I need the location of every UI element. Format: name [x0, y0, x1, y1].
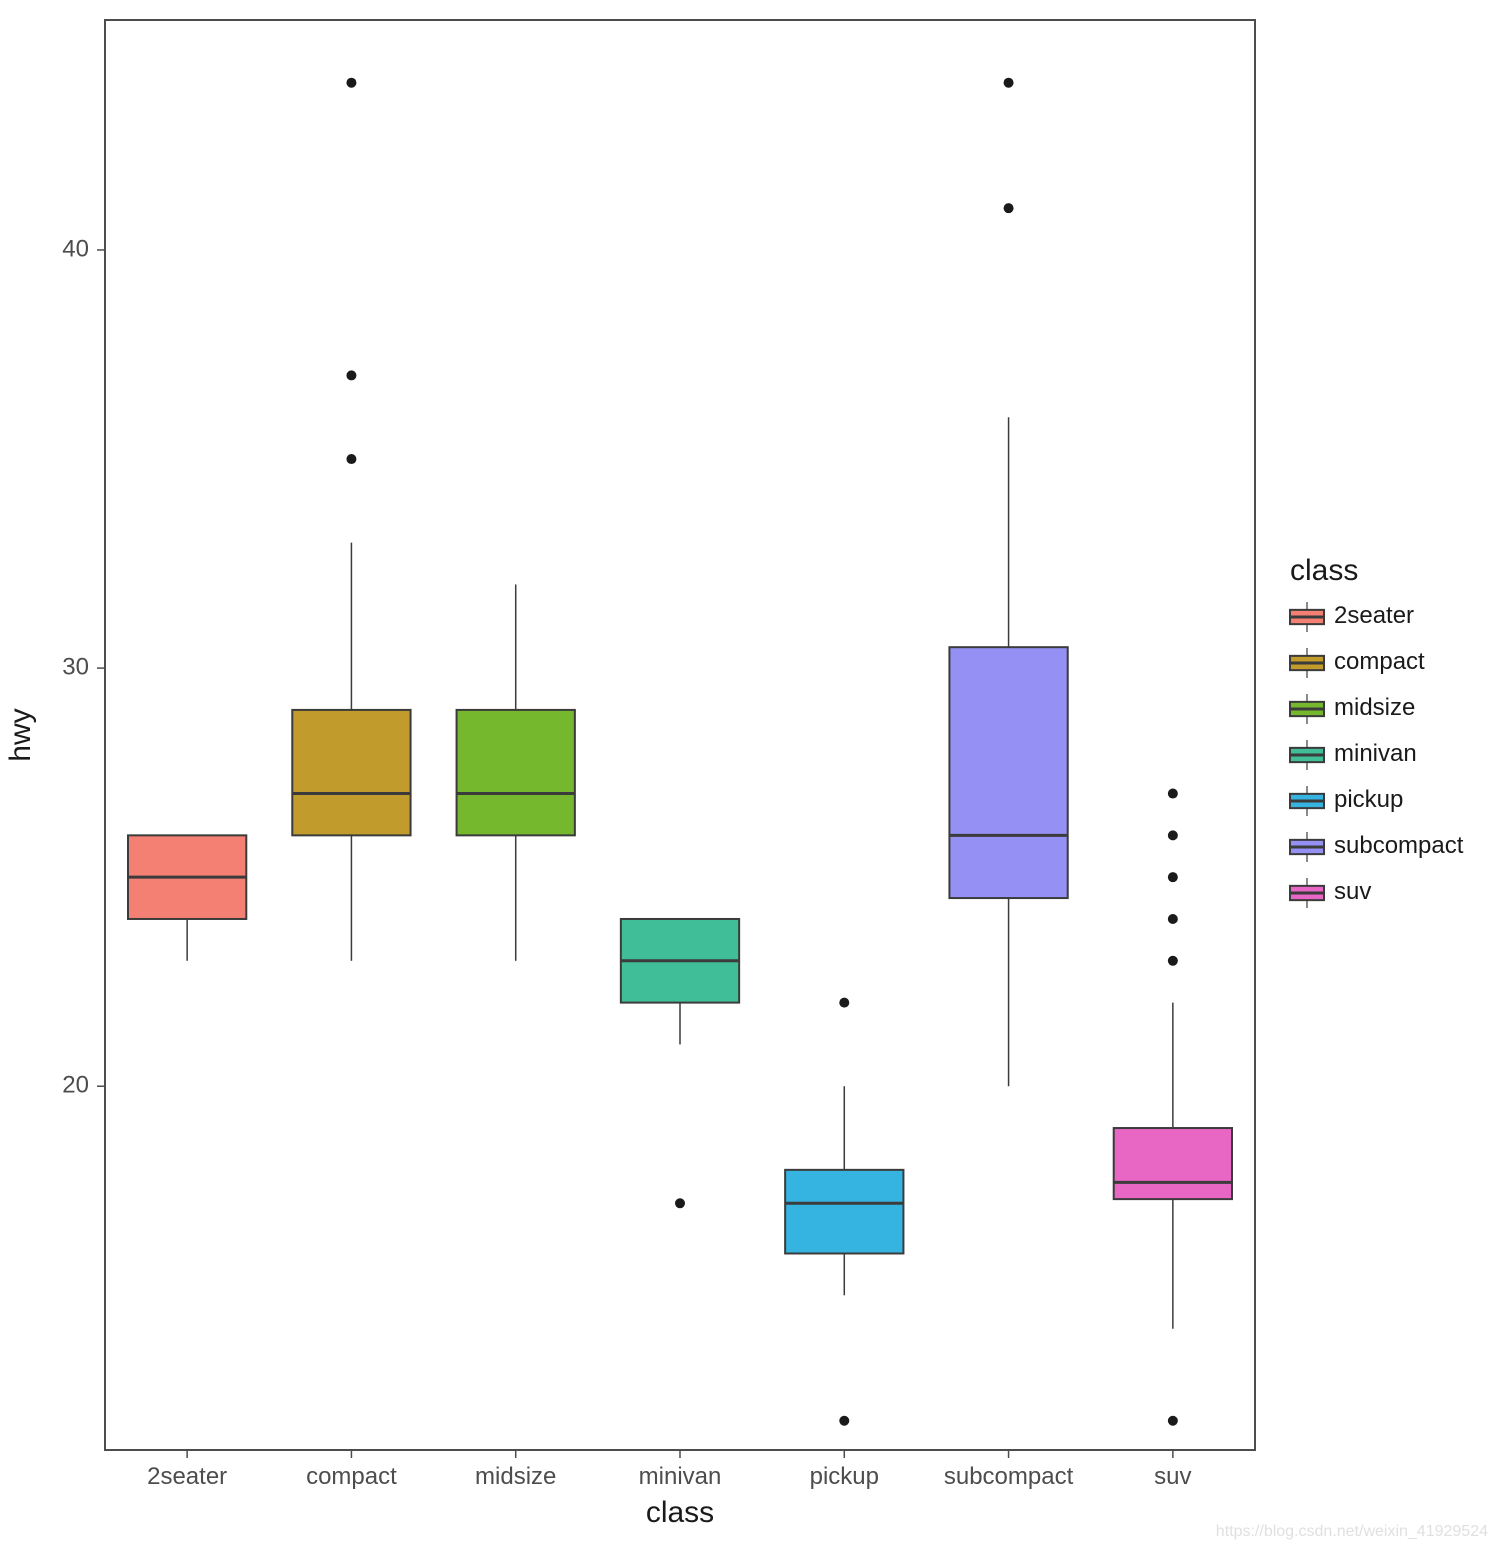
x-tick-label: compact [306, 1463, 397, 1490]
x-tick-label: midsize [475, 1463, 556, 1490]
outlier-point [1168, 789, 1178, 799]
legend-title: class [1290, 554, 1358, 587]
legend-item-minivan: minivan [1290, 738, 1417, 772]
x-tick-label: 2seater [147, 1463, 227, 1490]
legend-label: midsize [1334, 694, 1415, 721]
outlier-point [346, 454, 356, 464]
legend-label: suv [1334, 878, 1371, 905]
x-tick-label: minivan [639, 1463, 722, 1490]
y-tick-label: 20 [62, 1072, 89, 1099]
outlier-point [1004, 203, 1014, 213]
box-rect [1114, 1128, 1232, 1199]
legend-item-midsize: midsize [1290, 692, 1415, 726]
outlier-point [839, 998, 849, 1008]
y-tick-label: 30 [62, 653, 89, 680]
x-tick-label: subcompact [944, 1463, 1074, 1490]
outlier-point [1168, 830, 1178, 840]
box-rect [292, 710, 410, 835]
legend-item-suv: suv [1290, 876, 1371, 910]
outlier-point [1168, 1416, 1178, 1426]
outlier-point [675, 1198, 685, 1208]
outlier-point [1168, 956, 1178, 966]
outlier-point [1004, 78, 1014, 88]
watermark: https://blog.csdn.net/weixin_41929524 [1216, 1523, 1488, 1540]
legend-label: subcompact [1334, 832, 1464, 859]
box-rect [949, 647, 1067, 898]
legend-label: pickup [1334, 786, 1403, 813]
boxplot-chart: 20 30 40 2seater compact midsize minivan pickup… [0, 0, 1498, 1544]
legend-item-subcompact: subcompact [1290, 830, 1464, 864]
legend-item-2seater: 2seater [1290, 600, 1414, 634]
x-axis-title: class [646, 1496, 714, 1529]
x-tick-label: suv [1154, 1463, 1191, 1490]
outlier-point [839, 1416, 849, 1426]
y-tick-label: 40 [62, 235, 89, 262]
x-tick-label: pickup [810, 1463, 879, 1490]
box-rect [457, 710, 575, 835]
legend-label: 2seater [1334, 602, 1414, 629]
outlier-point [346, 370, 356, 380]
legend: class 2seater compact midsize minivan pickup s… [1290, 554, 1464, 910]
chart-svg: 20 30 40 2seater compact midsize minivan pickup… [0, 0, 1498, 1544]
outlier-point [1168, 872, 1178, 882]
box-rect [785, 1170, 903, 1254]
legend-label: minivan [1334, 740, 1417, 767]
legend-item-pickup: pickup [1290, 784, 1403, 818]
outlier-point [1168, 914, 1178, 924]
y-axis-title: hwy [4, 708, 37, 761]
legend-item-compact: compact [1290, 646, 1425, 680]
plot-panel [105, 20, 1255, 1450]
outlier-point [346, 78, 356, 88]
legend-label: compact [1334, 648, 1425, 675]
